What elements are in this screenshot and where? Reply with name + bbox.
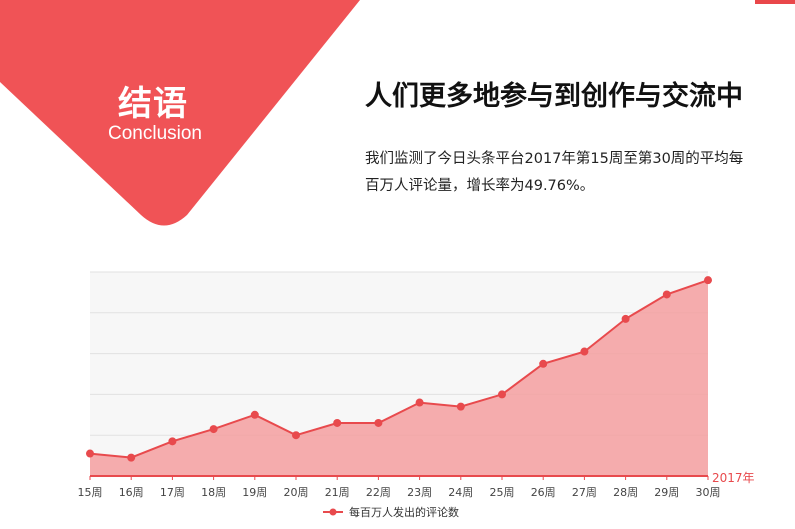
legend-marker <box>329 508 337 516</box>
legend: 每百万人发出的评论数 <box>323 505 459 519</box>
data-point <box>292 431 300 440</box>
x-tick-label: 29周 <box>654 486 679 499</box>
series-points <box>86 276 712 462</box>
banner-shape <box>0 0 360 226</box>
comment-trend-chart: 15周 16周 17周 18周 19周 20周 21周 22周 23周 24周 25周 26周 27周 2… <box>78 271 755 519</box>
series-area <box>90 280 708 476</box>
data-point <box>704 276 712 285</box>
x-axis-ticks <box>89 476 709 480</box>
data-point <box>456 402 465 411</box>
x-axis-labels: 15周 16周 17周 18周 19周 20周 21周 22周 23周 24周 25周 26周 27周 2… <box>78 486 721 499</box>
banner <box>0 0 360 226</box>
x-tick-label: 28周 <box>613 486 638 499</box>
x-tick-label: 18周 <box>201 486 226 499</box>
description-text: 我们监测了今日头条平台2017年第15周至第30周的平均每百万人评论量，增长率为… <box>365 151 744 194</box>
page-headline: 人们更多地参与到创作与交流中 <box>365 81 743 112</box>
data-point <box>374 418 383 427</box>
x-tick-label: 25周 <box>490 486 515 499</box>
x-tick-label: 24周 <box>448 486 473 499</box>
x-tick-label: 22周 <box>366 486 391 499</box>
x-axis-note: 2017年 <box>712 471 755 485</box>
x-tick-label: 30周 <box>696 486 721 499</box>
banner-title: 结语 <box>118 84 188 124</box>
x-tick-label: 26周 <box>531 486 556 499</box>
data-point <box>250 410 259 419</box>
x-tick-label: 21周 <box>325 486 350 499</box>
data-point <box>662 290 671 299</box>
data-point <box>415 398 424 407</box>
x-tick-label: 17周 <box>160 486 185 499</box>
data-point <box>580 347 589 356</box>
data-point <box>209 425 218 434</box>
data-point <box>168 437 177 446</box>
series-line <box>89 279 709 459</box>
legend-label: 每百万人发出的评论数 <box>349 505 459 519</box>
data-point <box>86 449 94 458</box>
x-tick-label: 19周 <box>242 486 267 499</box>
data-point <box>127 453 136 462</box>
data-point <box>539 359 548 368</box>
banner-subtitle: Conclusion <box>108 123 202 144</box>
x-tick-label: 16周 <box>119 486 144 499</box>
x-tick-label: 15周 <box>78 486 103 499</box>
data-point <box>498 390 506 399</box>
corner-accent <box>755 0 795 4</box>
data-point <box>621 314 630 323</box>
x-tick-label: 23周 <box>407 486 432 499</box>
x-tick-label: 20周 <box>284 486 309 499</box>
data-point <box>333 418 342 427</box>
x-tick-label: 27周 <box>572 486 597 499</box>
